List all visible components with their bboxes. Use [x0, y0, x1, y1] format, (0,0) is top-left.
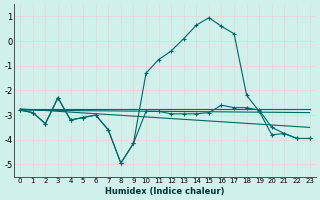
X-axis label: Humidex (Indice chaleur): Humidex (Indice chaleur) — [105, 187, 225, 196]
